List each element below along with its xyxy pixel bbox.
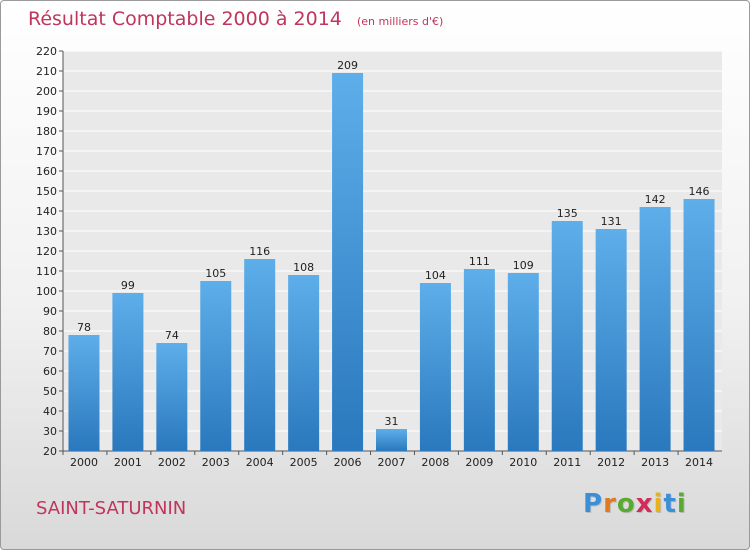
logo-letter: t: [663, 489, 677, 519]
data-label: 146: [689, 185, 710, 198]
bar: [551, 221, 583, 451]
data-label: 209: [337, 59, 358, 72]
bar: [463, 269, 495, 451]
y-tick-label: 160: [36, 165, 57, 178]
bar: [156, 343, 188, 451]
x-tick-label: 2002: [158, 456, 186, 469]
x-tick-label: 2008: [421, 456, 449, 469]
y-tick-label: 80: [43, 325, 57, 338]
data-label: 108: [293, 261, 314, 274]
y-tick-label: 100: [36, 285, 57, 298]
x-tick-label: 2005: [290, 456, 318, 469]
logo-letter: i: [653, 489, 664, 519]
y-tick-label: 210: [36, 65, 57, 78]
chart-subtitle: (en milliers d'€): [356, 15, 444, 28]
data-label: 31: [385, 415, 399, 428]
y-tick-label: 150: [36, 185, 57, 198]
data-label: 109: [513, 259, 534, 272]
y-tick-label: 130: [36, 225, 57, 238]
y-tick-label: 50: [43, 385, 57, 398]
y-tick-label: 200: [36, 85, 57, 98]
x-tick-label: 2006: [334, 456, 362, 469]
data-label: 99: [121, 279, 135, 292]
bar: [639, 207, 671, 451]
y-tick-label: 120: [36, 245, 57, 258]
bar: [507, 273, 539, 451]
data-label: 142: [645, 193, 666, 206]
x-tick-label: 2014: [685, 456, 713, 469]
logo-letter: r: [603, 489, 617, 519]
x-tick-label: 2007: [378, 456, 406, 469]
x-tick-label: 2001: [114, 456, 142, 469]
x-tick-label: 2009: [465, 456, 493, 469]
y-tick-label: 60: [43, 365, 57, 378]
bar: [683, 199, 715, 451]
title-block: Résultat Comptable 2000 à 2014 (en milli…: [28, 8, 443, 30]
y-tick-label: 180: [36, 125, 57, 138]
data-label: 78: [77, 321, 91, 334]
bar: [419, 283, 451, 451]
logo-letter: P: [583, 489, 604, 519]
proxiti-logo: Proxiti: [583, 489, 687, 519]
bar: [332, 73, 364, 451]
data-label: 74: [165, 329, 179, 342]
y-tick-label: 70: [43, 345, 57, 358]
data-label: 104: [425, 269, 446, 282]
commune-name: SAINT-SATURNIN: [36, 498, 187, 519]
y-tick-label: 220: [36, 45, 57, 58]
data-label: 131: [601, 215, 622, 228]
logo-letter: i: [676, 489, 687, 519]
bar: [112, 293, 144, 451]
bar: [200, 281, 232, 451]
bar: [244, 259, 276, 451]
y-tick-label: 90: [43, 305, 57, 318]
y-tick-label: 20: [43, 445, 57, 458]
x-tick-label: 2013: [641, 456, 669, 469]
x-tick-label: 2011: [553, 456, 581, 469]
bar: [376, 429, 407, 451]
data-label: 105: [205, 267, 226, 280]
data-label: 116: [249, 245, 270, 258]
x-tick-label: 2012: [597, 456, 625, 469]
data-label: 135: [557, 207, 578, 220]
bar: [68, 335, 100, 451]
y-tick-label: 170: [36, 145, 57, 158]
x-tick-label: 2010: [509, 456, 537, 469]
y-tick-label: 140: [36, 205, 57, 218]
y-tick-label: 40: [43, 405, 57, 418]
x-tick-label: 2003: [202, 456, 230, 469]
y-tick-label: 110: [36, 265, 57, 278]
logo-letter: x: [635, 489, 654, 519]
bar: [595, 229, 627, 451]
x-tick-label: 2004: [246, 456, 274, 469]
data-label: 111: [469, 255, 490, 268]
y-tick-label: 30: [43, 425, 57, 438]
logo-letter: o: [616, 489, 636, 519]
x-tick-label: 2000: [70, 456, 98, 469]
y-tick-label: 190: [36, 105, 57, 118]
bar: [288, 275, 320, 451]
chart-title: Résultat Comptable 2000 à 2014: [28, 8, 342, 30]
